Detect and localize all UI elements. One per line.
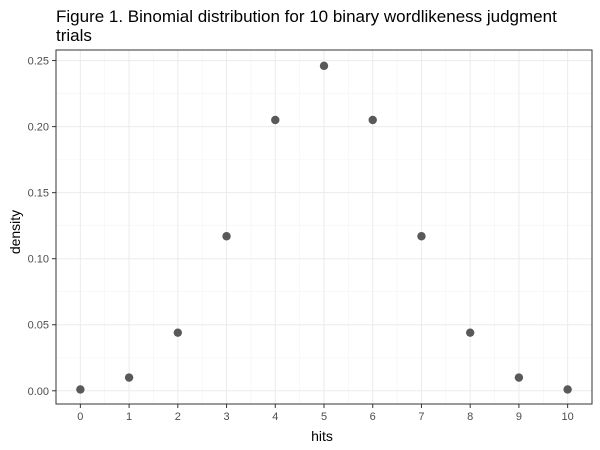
- x-tick-label: 0: [77, 411, 83, 423]
- x-tick-label: 1: [126, 411, 132, 423]
- data-point: [271, 115, 280, 125]
- data-point: [124, 373, 134, 382]
- chart-title-line-1: Figure 1. Binomial distribution for 10 b…: [56, 7, 557, 26]
- data-point: [514, 373, 524, 382]
- y-tick-label: 0.10: [28, 254, 49, 266]
- x-tick-label: 2: [175, 411, 181, 423]
- data-point: [563, 385, 572, 394]
- x-tick-label: 7: [418, 411, 424, 423]
- data-point: [222, 232, 231, 241]
- data-point: [76, 385, 85, 394]
- x-tick-label: 5: [321, 411, 327, 423]
- y-tick-label: 0.15: [28, 188, 49, 200]
- y-tick-label: 0.00: [28, 386, 49, 398]
- data-point: [173, 328, 183, 337]
- x-tick-label: 10: [562, 411, 574, 423]
- x-axis-title: hits: [311, 428, 333, 444]
- x-tick-label: 9: [516, 411, 522, 423]
- x-axis: 0 1 2 3 4 5 6 7 8 9 10: [77, 404, 574, 423]
- chart-title-line-2: trials: [56, 26, 92, 45]
- data-point: [417, 232, 426, 241]
- data-points: [76, 61, 572, 394]
- y-tick-label: 0.20: [28, 122, 49, 134]
- x-tick-label: 4: [272, 411, 278, 423]
- x-tick-label: 3: [223, 411, 229, 423]
- x-tick-label: 8: [467, 411, 473, 423]
- data-point: [465, 328, 475, 337]
- y-tick-label: 0.25: [28, 56, 49, 68]
- data-point: [368, 115, 377, 125]
- x-tick-label: 6: [370, 411, 376, 423]
- data-point: [319, 61, 329, 71]
- y-tick-label: 0.05: [28, 320, 49, 332]
- y-axis-title: density: [7, 210, 23, 254]
- grid-lines: [56, 50, 592, 404]
- y-axis: 0.00 0.05 0.10 0.15 0.20 0.25: [28, 56, 56, 398]
